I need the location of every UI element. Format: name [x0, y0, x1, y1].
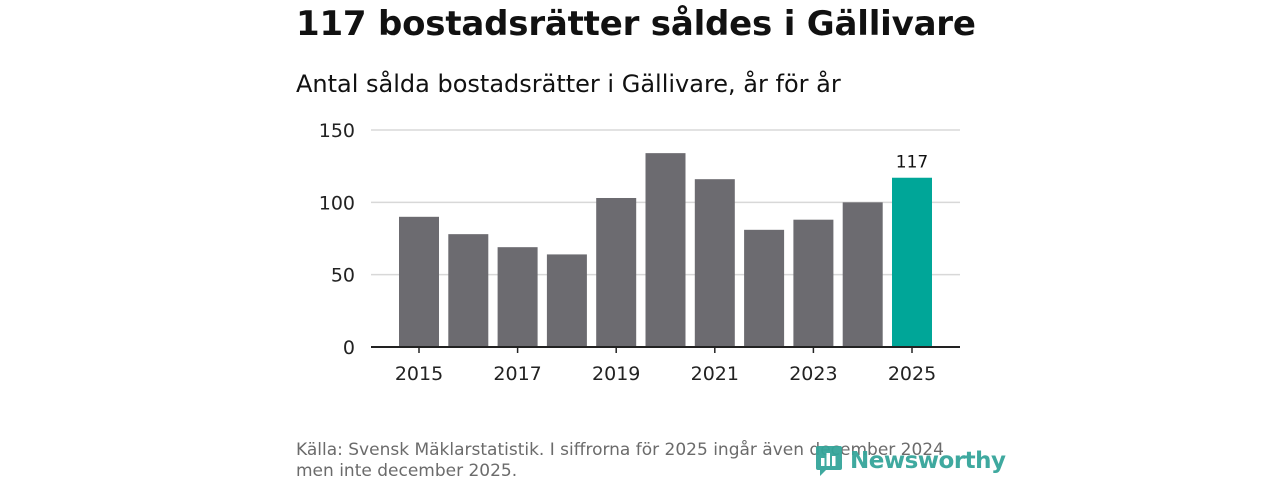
data-label-2025: 117 [896, 153, 928, 173]
bar-2024 [842, 202, 883, 347]
bar-2023 [793, 219, 834, 347]
bar-2019 [596, 197, 637, 347]
y-tick-label: 0 [343, 337, 355, 359]
x-tick-label: 2025 [888, 363, 936, 385]
bar-2025 [892, 177, 932, 347]
bar-2022 [744, 229, 785, 347]
y-tick-label: 150 [319, 120, 355, 142]
bar-2015 [399, 216, 439, 347]
x-tick-label: 2017 [493, 363, 541, 385]
bar-2020 [645, 153, 686, 347]
chart-title: Antal sålda bostadsrätter i Gällivare, å… [296, 70, 841, 98]
data-labels: 117 [896, 153, 928, 173]
newsworthy-logo: Newsworthy [814, 444, 1006, 478]
newsworthy-logo-icon [816, 446, 842, 476]
x-tick-label: 2021 [691, 363, 739, 385]
x-axis-ticks: 2015 2017 2019 2021 2023 2025 [395, 347, 936, 385]
x-tick-label: 2015 [395, 363, 443, 385]
x-tick-label: 2019 [592, 363, 640, 385]
bars [399, 153, 932, 347]
bar-2016 [448, 234, 489, 347]
bar-chart: 0 50 100 150 2015 2017 2019 2021 2023 2025 117 [319, 120, 960, 385]
logo-text: Newsworthy [850, 448, 1006, 474]
bar-2021 [694, 179, 735, 347]
source-note: Källa: Svensk Mäklarstatistik. I siffror… [296, 440, 944, 481]
y-tick-label: 50 [331, 265, 355, 287]
y-tick-label: 100 [319, 192, 355, 214]
y-axis-ticks: 0 50 100 150 [319, 120, 355, 359]
chart-headline: 117 bostadsrätter såldes i Gällivare [296, 4, 976, 44]
x-tick-label: 2023 [789, 363, 837, 385]
bar-2018 [546, 254, 587, 347]
bar-2017 [497, 247, 538, 347]
